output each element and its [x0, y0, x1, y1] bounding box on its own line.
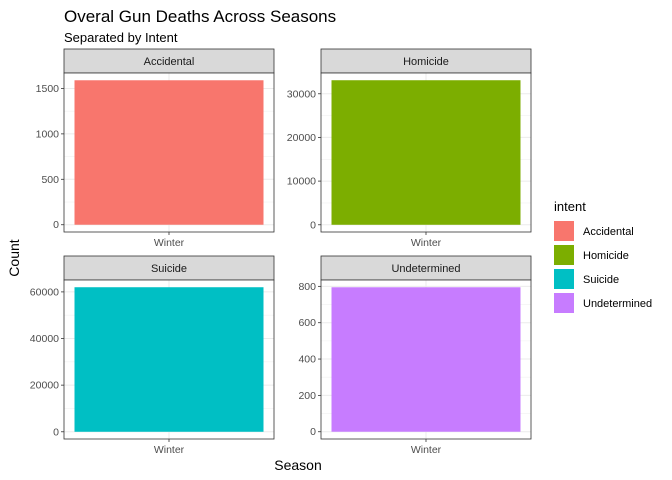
- panel-border: [320, 72, 532, 233]
- panel-border: [320, 279, 532, 440]
- legend-swatch: [554, 245, 574, 265]
- y-tick-label: 20000: [30, 380, 59, 392]
- legend-swatch: [554, 293, 574, 313]
- facet-strip: [63, 255, 275, 281]
- legend-label: Accidental: [583, 226, 634, 238]
- chart-subtitle: Separated by Intent: [64, 30, 178, 45]
- facet-panels: Accidental 0 500 1000 1500 Winter Homicide 0 100…: [30, 48, 532, 456]
- y-tick-label: 0: [53, 426, 59, 438]
- legend: intent Accidental Homicide Suicide Undeterm…: [554, 199, 652, 313]
- facet-panel: Undetermined 0 200 400 600 800 Winter: [298, 255, 532, 456]
- y-tick-label: 1000: [36, 128, 60, 140]
- facet-panel: Homicide 0 10000 20000 30000 Winter: [287, 48, 532, 249]
- facet-panel: Suicide 0 20000 40000 60000 Winter: [30, 255, 275, 456]
- y-tick-label: 400: [298, 354, 316, 366]
- y-tick-label: 600: [298, 317, 316, 329]
- x-tick-label: Winter: [154, 237, 185, 249]
- y-tick-label: 0: [310, 426, 316, 438]
- x-tick-label: Winter: [411, 237, 442, 249]
- legend-title: intent: [554, 199, 586, 214]
- x-tick-label: Winter: [154, 444, 185, 456]
- y-tick-label: 20000: [287, 132, 316, 144]
- y-tick-label: 500: [41, 174, 59, 186]
- y-tick-label: 40000: [30, 333, 59, 345]
- legend-swatch: [554, 221, 574, 241]
- legend-label: Undetermined: [583, 298, 652, 310]
- legend-label: Homicide: [583, 250, 629, 262]
- facet-panel: Accidental 0 500 1000 1500 Winter: [36, 48, 275, 249]
- chart-title: Overal Gun Deaths Across Seasons: [64, 7, 336, 26]
- y-tick-label: 800: [298, 281, 316, 293]
- legend-swatch: [554, 269, 574, 289]
- y-tick-label: 60000: [30, 286, 59, 298]
- bar: [331, 80, 521, 225]
- x-axis-title: Season: [274, 457, 321, 473]
- facet-strip: [320, 255, 532, 281]
- bar: [331, 287, 521, 432]
- legend-label: Suicide: [583, 274, 619, 286]
- y-tick-label: 30000: [287, 88, 316, 100]
- y-tick-label: 10000: [287, 176, 316, 188]
- facet-strip-label: Accidental: [144, 56, 195, 68]
- y-tick-label: 0: [310, 219, 316, 231]
- panel-border: [63, 279, 275, 440]
- facet-strip: [320, 48, 532, 74]
- bar: [74, 287, 264, 432]
- facet-strip-label: Homicide: [403, 56, 449, 68]
- y-axis-title: Count: [6, 239, 22, 276]
- facet-strip: [63, 48, 275, 74]
- bar: [74, 80, 264, 225]
- facet-strip-label: Suicide: [151, 263, 187, 275]
- y-tick-label: 1500: [36, 83, 60, 95]
- x-tick-label: Winter: [411, 444, 442, 456]
- facet-strip-label: Undetermined: [391, 263, 460, 275]
- y-tick-label: 200: [298, 390, 316, 402]
- panel-border: [63, 72, 275, 233]
- y-tick-label: 0: [53, 219, 59, 231]
